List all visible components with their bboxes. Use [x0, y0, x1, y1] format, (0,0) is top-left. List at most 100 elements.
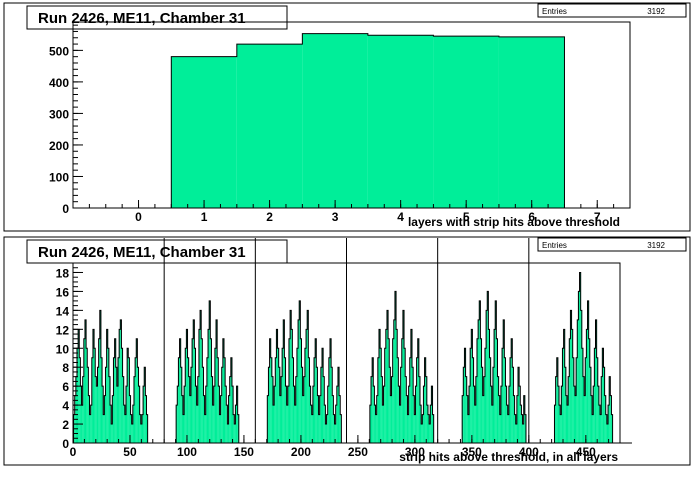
stats-value: 3192 [647, 241, 665, 250]
histogram-bar [131, 424, 133, 443]
histogram-bar [103, 414, 105, 443]
histogram-bar [569, 338, 571, 443]
histogram-bar [193, 319, 195, 443]
histogram-bar [478, 319, 480, 443]
histogram-bar [114, 338, 116, 443]
histogram-bar [409, 357, 411, 443]
histogram-bar [378, 329, 381, 443]
y-tick-label: 4 [62, 399, 69, 413]
histogram-bar [228, 395, 230, 443]
histogram-bar [581, 348, 583, 443]
histogram-bar [433, 36, 499, 209]
histogram-bar [588, 338, 590, 443]
histogram-bar [514, 414, 516, 443]
histogram-bar [87, 367, 89, 443]
histogram-bar [304, 348, 307, 443]
x-tick-label: 2 [266, 210, 273, 224]
histogram-bar [487, 291, 489, 443]
y-tick-label: 300 [49, 107, 69, 121]
histogram-bar [611, 414, 613, 443]
histogram-bar [605, 414, 607, 443]
histogram-bar [94, 348, 96, 443]
histogram-panel-1: Run 2426, ME11, Chamber 31 Entries 3192 … [3, 2, 691, 232]
histogram-bar [367, 35, 434, 208]
histogram-bar [213, 386, 215, 443]
histogram-bar [111, 424, 113, 443]
x-tick-label: 200 [291, 445, 311, 459]
histogram-bar [290, 310, 292, 443]
y-tick-label: 0 [62, 437, 69, 451]
histogram-bar [515, 424, 517, 443]
histogram-bar [179, 338, 181, 443]
histogram-bar [303, 376, 305, 443]
histogram-bar [479, 300, 481, 443]
histogram-bar [219, 414, 221, 443]
histogram-bar [278, 367, 280, 443]
y-tick-label: 12 [56, 323, 70, 337]
x-tick-label: 3 [332, 210, 339, 224]
histogram-bar [287, 386, 289, 443]
histogram-bar [413, 395, 415, 443]
histogram-bar [236, 386, 238, 443]
histogram-bar [420, 405, 422, 443]
x-tick-label: 1 [201, 210, 208, 224]
histogram-bar [571, 329, 573, 443]
histogram-bar [302, 33, 368, 209]
histogram-bar [275, 357, 277, 443]
histogram-bar [375, 414, 377, 443]
histogram-bar [606, 424, 609, 443]
histogram-bar [79, 357, 81, 443]
histogram-bar [329, 338, 332, 443]
histogram-bar [418, 376, 421, 443]
y-tick-label: 10 [56, 342, 70, 356]
histogram-bar [462, 395, 464, 443]
histogram-bar [430, 405, 432, 443]
y-tick-label: 6 [62, 380, 69, 394]
stats-label: Entries [542, 7, 567, 16]
histogram-bar [317, 395, 319, 443]
histogram-bar [373, 386, 375, 443]
histogram-bar [410, 329, 413, 443]
x-tick-label: 6 [528, 210, 535, 224]
y-tick-label: 16 [56, 285, 70, 299]
histogram-bar [293, 386, 295, 443]
histogram-bar [320, 367, 322, 443]
histogram-bar [385, 329, 387, 443]
y-tick-label: 500 [49, 44, 69, 58]
histogram-bar [476, 338, 479, 443]
histogram-bar [90, 405, 92, 443]
histogram-bar [274, 386, 276, 443]
histogram-bar [113, 357, 115, 443]
histogram-bar [192, 338, 194, 443]
histogram-bar [146, 414, 148, 443]
histogram-bar [400, 367, 402, 443]
histogram-bar [518, 367, 520, 443]
histogram-bar [200, 310, 202, 443]
histogram-bar [226, 405, 228, 443]
histogram-bar [473, 386, 475, 443]
histogram-outline [73, 271, 632, 444]
histogram-bar [229, 376, 231, 443]
histogram-bar [574, 395, 577, 443]
histogram-bar [470, 348, 472, 443]
histogram-bar [497, 376, 499, 443]
histogram-bar [144, 367, 146, 443]
histogram-bar [269, 338, 271, 443]
histogram-bar [510, 357, 512, 443]
histogram-bar [327, 386, 329, 443]
histogram-bar [231, 386, 234, 443]
histogram-bar [135, 357, 137, 443]
histogram-bar [397, 357, 399, 443]
histogram-bar [332, 395, 334, 443]
x-tick-label: 400 [519, 445, 539, 459]
histogram-bar [108, 376, 111, 443]
histogram-bar [590, 395, 593, 443]
histogram-bar [489, 357, 491, 443]
x-axis-label: layers with strip hits above threshold [408, 215, 620, 229]
histogram-bar [268, 367, 270, 443]
histogram-bar [116, 386, 119, 443]
histogram-bar [181, 395, 183, 443]
x-tick-label: 50 [123, 445, 137, 459]
histogram-bar [488, 329, 490, 443]
